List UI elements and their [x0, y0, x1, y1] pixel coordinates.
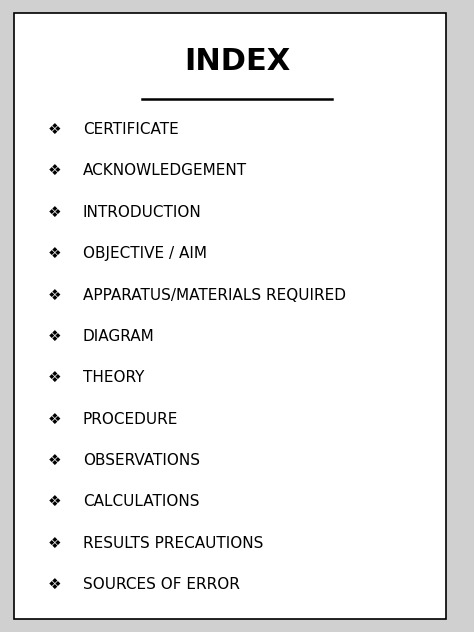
Text: ❖: ❖	[48, 494, 61, 509]
Text: APPARATUS/MATERIALS REQUIRED: APPARATUS/MATERIALS REQUIRED	[83, 288, 346, 303]
Text: ❖: ❖	[48, 370, 61, 386]
Text: ❖: ❖	[48, 329, 61, 344]
Text: ❖: ❖	[48, 288, 61, 303]
Text: ❖: ❖	[48, 246, 61, 261]
Text: DIAGRAM: DIAGRAM	[83, 329, 155, 344]
Text: ❖: ❖	[48, 205, 61, 220]
Text: ❖: ❖	[48, 536, 61, 550]
Text: THEORY: THEORY	[83, 370, 144, 386]
Text: INDEX: INDEX	[184, 47, 290, 76]
Text: ❖: ❖	[48, 411, 61, 427]
Text: OBSERVATIONS: OBSERVATIONS	[83, 453, 200, 468]
Text: RESULTS PRECAUTIONS: RESULTS PRECAUTIONS	[83, 536, 264, 550]
Text: ❖: ❖	[48, 164, 61, 178]
Text: ❖: ❖	[48, 577, 61, 592]
Text: CALCULATIONS: CALCULATIONS	[83, 494, 200, 509]
FancyBboxPatch shape	[14, 13, 446, 619]
Text: PROCEDURE: PROCEDURE	[83, 411, 178, 427]
Text: SOURCES OF ERROR: SOURCES OF ERROR	[83, 577, 240, 592]
Text: ❖: ❖	[48, 453, 61, 468]
Text: OBJECTIVE / AIM: OBJECTIVE / AIM	[83, 246, 207, 261]
Text: ACKNOWLEDGEMENT: ACKNOWLEDGEMENT	[83, 164, 247, 178]
Text: INTRODUCTION: INTRODUCTION	[83, 205, 202, 220]
Text: CERTIFICATE: CERTIFICATE	[83, 122, 179, 137]
Text: ❖: ❖	[48, 122, 61, 137]
